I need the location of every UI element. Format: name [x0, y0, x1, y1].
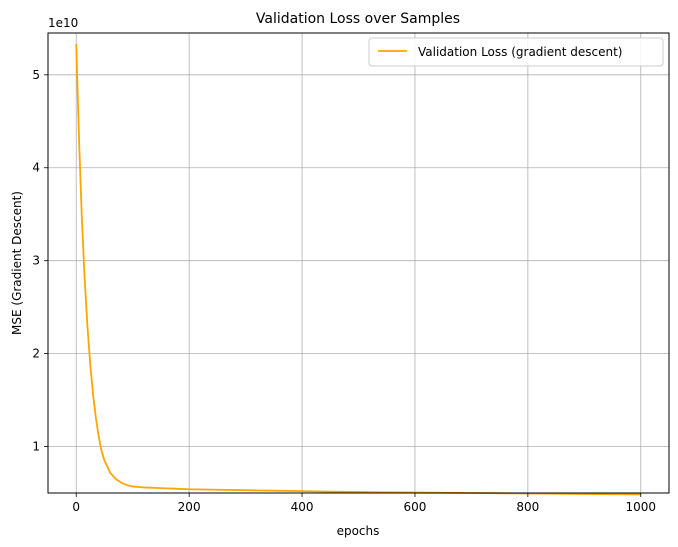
grid-lines: [48, 33, 669, 493]
legend-label: Validation Loss (gradient descent): [418, 45, 622, 59]
y-tick-label: 5: [32, 68, 40, 82]
x-tick-label: 0: [72, 500, 80, 514]
chart-title: Validation Loss over Samples: [256, 11, 460, 27]
y-axis-title: MSE (Gradient Descent): [10, 191, 24, 335]
series-line: [75, 44, 641, 496]
y-axis: 1 2 3 4 5: [32, 68, 48, 454]
legend: Validation Loss (gradient descent): [368, 37, 664, 67]
x-tick-label: 800: [516, 500, 539, 514]
y-tick-label: 2: [32, 347, 40, 361]
x-tick-label: 400: [291, 500, 314, 514]
y-tick-label: 1: [32, 440, 40, 454]
x-axis: 0 200 400 600 800 1000: [72, 493, 656, 514]
y-tick-label: 4: [32, 161, 40, 175]
x-axis-title: epochs: [337, 524, 380, 538]
series-layer: [75, 44, 641, 496]
y-offset-label: 1e10: [48, 16, 78, 30]
x-tick-label: 1000: [625, 500, 656, 514]
x-tick-label: 200: [178, 500, 201, 514]
plot-frame: [47, 32, 670, 494]
y-tick-label: 3: [32, 254, 40, 268]
legend-box: [368, 37, 664, 67]
plot-area: [48, 33, 669, 493]
x-tick-label: 600: [404, 500, 427, 514]
